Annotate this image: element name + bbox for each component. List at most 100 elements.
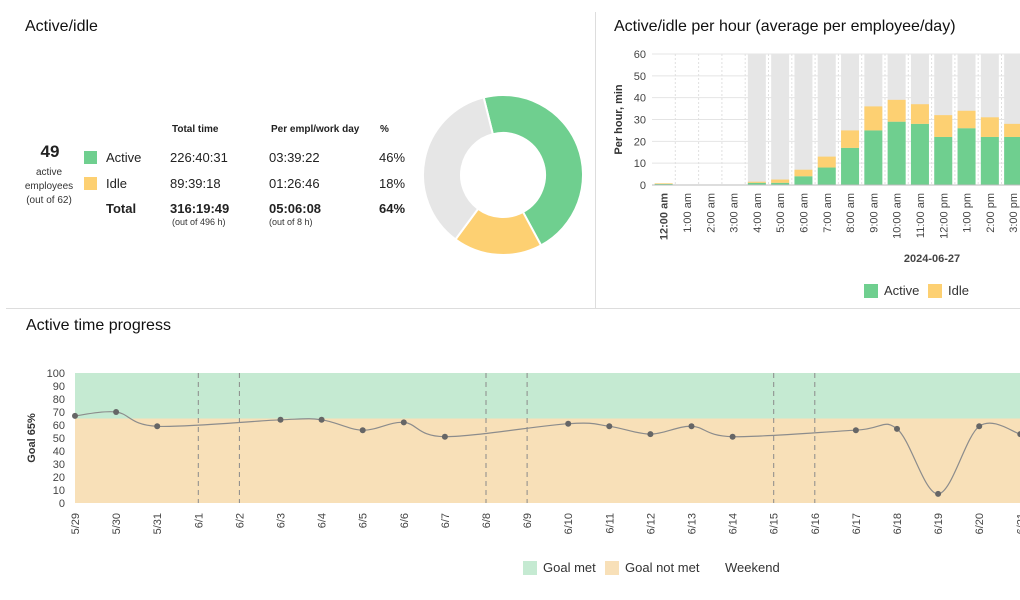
hour-bar-idle: [654, 183, 673, 184]
hour-x-tick-label: 10:00 am: [892, 193, 904, 239]
progress-y-tick-label: 100: [47, 368, 65, 380]
header-percent: %: [380, 124, 389, 135]
progress-x-tick-label: 6/3: [276, 513, 288, 528]
active-idle-donut-chart: [422, 94, 584, 256]
per-hour-bar-chart: 0 10 20 30 40 50 60 Per hour, min 12:00 am 1:00 a…: [613, 49, 1020, 265]
hour-y-tick-label: 20: [634, 136, 646, 148]
legend-goal-met-swatch: [523, 560, 537, 575]
hour-bar-active: [887, 121, 906, 185]
hour-bar-idle: [841, 130, 860, 148]
active-percent: 46%: [379, 150, 406, 165]
legend-goal-not-met-swatch: [605, 560, 619, 575]
goal-met-band: [75, 373, 1020, 419]
hour-bar-idle: [864, 106, 883, 131]
progress-point: [852, 427, 859, 434]
progress-y-tick-label: 50: [53, 433, 65, 445]
hour-y-tick-label: 10: [634, 158, 646, 170]
progress-point: [976, 423, 983, 430]
total-per-empl-sub: (out of 8 h): [269, 217, 313, 227]
hour-y-tick-label: 30: [634, 115, 646, 127]
hour-x-tick-label: 1:00 pm: [962, 193, 974, 233]
legend-active-swatch: [864, 283, 878, 298]
hour-y-tick-label: 0: [640, 180, 646, 192]
progress-x-tick-label: 6/18: [892, 513, 904, 534]
header-per-empl: Per empl/work day: [271, 124, 360, 135]
hour-x-tick-label: 2:00 pm: [985, 193, 997, 233]
hour-bar-active: [654, 183, 673, 185]
hour-bar-idle: [794, 169, 813, 177]
active-employee-count: 49: [40, 142, 60, 161]
active-idle-summary: 49 active employees (out of 62) Total ti…: [0, 120, 420, 240]
active-idle-title: Active/idle: [25, 18, 98, 35]
hour-y-tick-label: 60: [634, 49, 646, 61]
progress-point: [688, 423, 695, 430]
progress-point: [1017, 431, 1020, 438]
progress-x-tick-label: 6/2: [234, 513, 246, 528]
hour-bar-active: [841, 147, 860, 185]
hour-bar-idle: [934, 115, 953, 137]
progress-title: Active time progress: [26, 317, 171, 334]
hour-bar-active: [817, 167, 836, 185]
progress-x-tick-label: 6/1: [193, 513, 205, 528]
progress-point: [359, 427, 366, 434]
progress-x-tick-label: 5/29: [70, 513, 82, 534]
progress-x-tick-label: 6/10: [563, 513, 575, 534]
hour-bar-idle: [957, 110, 976, 129]
idle-row-label: Idle: [106, 176, 127, 191]
total-row-label: Total: [106, 201, 137, 216]
per-hour-legend-idle: Idle: [928, 283, 969, 298]
hour-bar-active: [747, 182, 766, 185]
hour-x-tick-label: 3:00 am: [729, 193, 741, 233]
hour-background-bar: [747, 54, 766, 185]
hour-bar-active: [1004, 136, 1020, 185]
hour-bar-active: [771, 182, 790, 185]
panel-divider-horizontal: [6, 308, 1020, 309]
total-time: 316:19:49: [170, 201, 230, 216]
progress-x-tick-label: 6/21: [1015, 513, 1020, 534]
hour-x-tick-label: 8:00 am: [845, 193, 857, 233]
hour-x-tick-label: 2:00 am: [705, 193, 717, 233]
progress-point: [113, 409, 120, 415]
hour-bar-active: [864, 130, 883, 185]
progress-point: [441, 433, 448, 440]
active-swatch: [84, 151, 97, 164]
progress-x-tick-label: 5/30: [111, 513, 123, 534]
progress-point: [647, 431, 654, 438]
progress-y-tick-label: 60: [53, 420, 65, 432]
progress-x-tick-label: 6/17: [851, 513, 863, 534]
total-per-empl: 05:06:08: [269, 201, 322, 216]
idle-total-time: 89:39:18: [170, 176, 221, 191]
active-total-time: 226:40:31: [170, 150, 228, 165]
legend-idle-swatch: [928, 283, 942, 298]
progress-point: [72, 412, 78, 419]
progress-point: [606, 423, 613, 430]
hour-background-bar: [794, 54, 813, 185]
hour-x-tick-label: 12:00 pm: [938, 193, 950, 239]
hour-bar-active: [980, 136, 999, 185]
progress-x-tick-label: 6/8: [481, 513, 493, 528]
progress-x-tick-label: 6/11: [604, 513, 616, 534]
progress-y-tick-label: 20: [53, 472, 65, 484]
progress-x-tick-label: 5/31: [152, 513, 164, 534]
progress-legend-goal-met: Goal met: [523, 560, 596, 575]
progress-point: [565, 420, 572, 427]
total-percent: 64%: [379, 201, 406, 216]
progress-y-tick-label: 10: [53, 485, 65, 497]
progress-point: [894, 425, 900, 432]
per-hour-legend-active: Active: [864, 283, 919, 298]
hour-background-bar: [817, 54, 836, 185]
progress-x-tick-label: 6/16: [810, 513, 822, 534]
progress-x-tick-label: 6/7: [440, 513, 452, 528]
hour-x-tick-label: 12:00 am: [659, 193, 671, 240]
hour-bar-idle: [910, 104, 929, 124]
hour-x-axis-label: 2024-06-27: [904, 253, 960, 265]
progress-y-axis-label: Goal 65%: [26, 413, 38, 463]
hour-bar-active: [794, 176, 813, 185]
hour-x-tick-label: 7:00 am: [822, 193, 834, 233]
progress-legend-weekend: Weekend: [725, 560, 780, 575]
hour-bar-idle: [817, 156, 836, 168]
progress-y-tick-label: 90: [53, 381, 65, 393]
hour-bar-idle: [887, 99, 906, 122]
progress-x-tick-label: 6/5: [358, 513, 370, 528]
header-total-time: Total time: [172, 124, 219, 135]
